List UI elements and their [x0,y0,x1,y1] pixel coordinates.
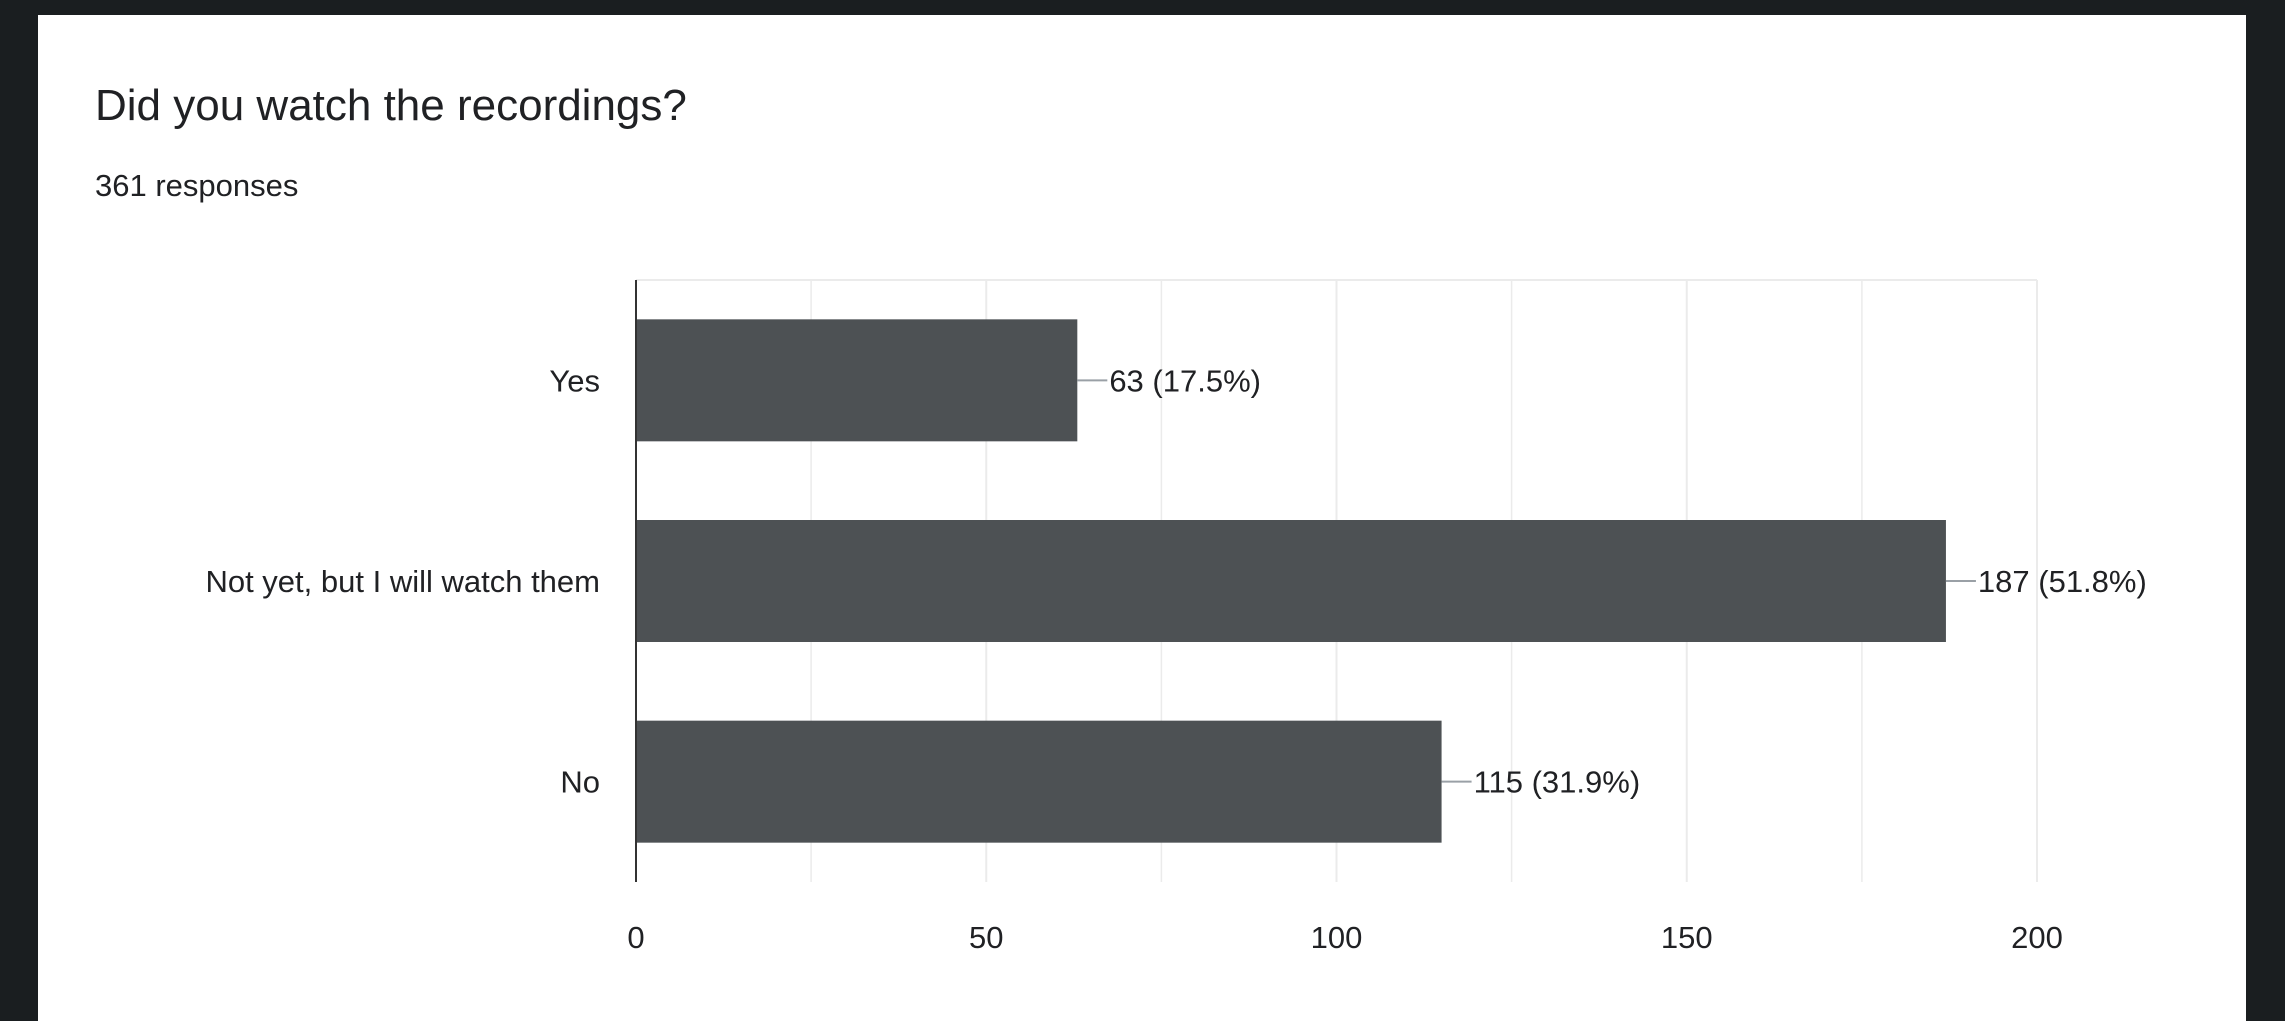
bar [636,520,1946,642]
category-label: Yes [549,363,600,398]
category-label: No [560,765,600,800]
question-title: Did you watch the recordings? [95,81,687,130]
data-label: 187 (51.8%) [1978,564,2147,599]
data-label: 63 (17.5%) [1109,363,1261,398]
response-summary-card: Did you watch the recordings? 361 respon… [38,15,2246,1021]
bar [636,720,1442,843]
x-tick-label: 0 [627,920,644,955]
x-tick-label: 50 [969,920,1003,955]
category-label: Not yet, but I will watch them [205,564,600,599]
bar [636,319,1078,442]
bar-chart: 63 (17.5%) Yes 187 (51.8%) Not yet, but I w… [205,279,2147,955]
x-tick-label: 200 [2011,920,2063,955]
data-label: 115 (31.9%) [1474,765,1641,800]
x-tick-label: 100 [1311,920,1363,955]
x-tick-label: 150 [1661,920,1713,955]
response-count: 361 responses [95,168,299,203]
